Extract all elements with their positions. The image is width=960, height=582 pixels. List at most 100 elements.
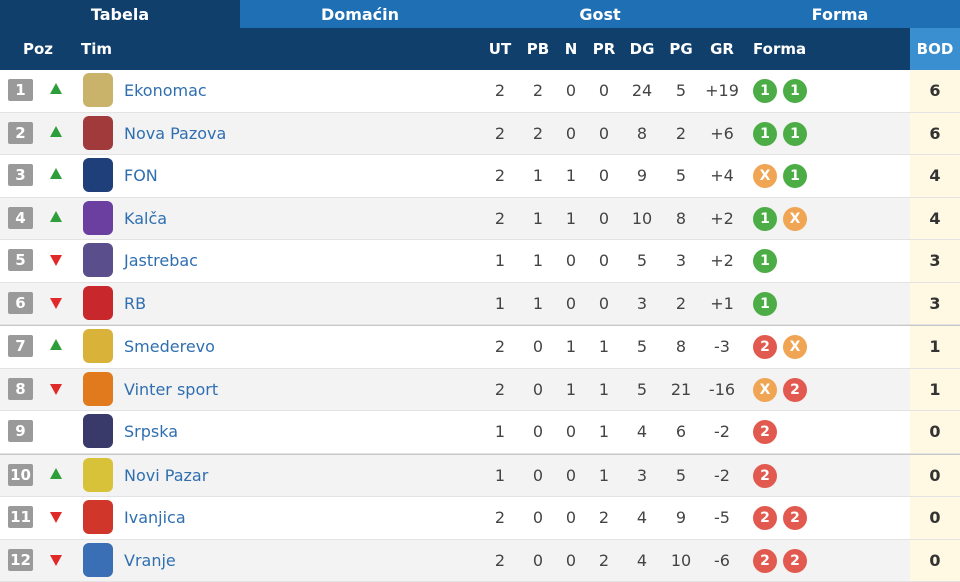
cell-pg: 9 <box>676 497 686 538</box>
form-badge: 2 <box>753 506 777 530</box>
cell-pg: 5 <box>676 455 686 496</box>
cell-dg: 8 <box>637 113 647 154</box>
cell-ut: 2 <box>495 113 505 154</box>
cell-pb: 1 <box>533 240 543 281</box>
cell-pr: 1 <box>599 455 609 496</box>
team-name-link[interactable]: Nova Pazova <box>124 113 226 154</box>
position-badge: 7 <box>8 335 33 357</box>
cell-bod: 4 <box>910 155 960 197</box>
cell-pb: 0 <box>533 497 543 538</box>
cell-gr: +19 <box>705 70 739 111</box>
cell-n: 0 <box>566 411 576 452</box>
cell-gr: -16 <box>709 369 735 410</box>
cell-gr: -2 <box>714 411 730 452</box>
position-badge: 8 <box>8 378 33 400</box>
team-logo-icon <box>83 243 113 277</box>
cell-ut: 2 <box>495 70 505 111</box>
trend-up-icon <box>50 168 62 179</box>
cell-pg: 5 <box>676 155 686 196</box>
cell-n: 1 <box>566 155 576 196</box>
cell-ut: 1 <box>495 455 505 496</box>
cell-gr: -6 <box>714 540 730 581</box>
cell-pb: 1 <box>533 283 543 324</box>
cell-pb: 0 <box>533 326 543 367</box>
cell-pb: 2 <box>533 113 543 154</box>
team-name-link[interactable]: Smederevo <box>124 326 215 367</box>
cell-n: 0 <box>566 70 576 111</box>
cell-dg: 4 <box>637 411 647 452</box>
cell-ut: 1 <box>495 240 505 281</box>
team-logo-icon <box>83 116 113 150</box>
form-badge: X <box>753 378 777 402</box>
table-tabs: Tabela Domaćin Gost Forma <box>0 0 960 28</box>
form-badges: 2 <box>753 420 777 444</box>
cell-n: 0 <box>566 497 576 538</box>
header-poz: Poz <box>23 28 53 70</box>
team-name-link[interactable]: Srpska <box>124 411 178 452</box>
cell-gr: +2 <box>710 198 734 239</box>
position-badge: 6 <box>8 292 33 314</box>
cell-ut: 2 <box>495 497 505 538</box>
team-name-link[interactable]: Novi Pazar <box>124 455 208 496</box>
form-badge: 2 <box>753 420 777 444</box>
team-name-link[interactable]: Kalča <box>124 198 167 239</box>
position-badge: 3 <box>8 164 33 186</box>
team-name-link[interactable]: Ekonomac <box>124 70 207 111</box>
team-name-link[interactable]: Jastrebac <box>124 240 198 281</box>
cell-bod: 0 <box>910 540 960 582</box>
team-name-link[interactable]: Vranje <box>124 540 176 581</box>
cell-bod: 3 <box>910 283 960 325</box>
tab-tabela[interactable]: Tabela <box>0 0 240 28</box>
form-badge: 1 <box>753 79 777 103</box>
cell-pg: 10 <box>671 540 691 581</box>
team-name-link[interactable]: Ivanjica <box>124 497 186 538</box>
team-logo-icon <box>83 73 113 107</box>
tab-gost[interactable]: Gost <box>480 0 720 28</box>
position-badge: 1 <box>8 79 33 101</box>
cell-pr: 0 <box>599 240 609 281</box>
cell-pr: 0 <box>599 70 609 111</box>
cell-pr: 2 <box>599 497 609 538</box>
cell-gr: +1 <box>710 283 734 324</box>
form-badge: 2 <box>753 335 777 359</box>
cell-pr: 1 <box>599 411 609 452</box>
team-name-link[interactable]: FON <box>124 155 158 196</box>
cell-gr: +2 <box>710 240 734 281</box>
cell-gr: -5 <box>714 497 730 538</box>
position-badge: 10 <box>8 464 33 486</box>
team-name-link[interactable]: Vinter sport <box>124 369 218 410</box>
cell-bod: 1 <box>910 326 960 368</box>
cell-n: 0 <box>566 540 576 581</box>
cell-n: 0 <box>566 283 576 324</box>
team-name-link[interactable]: RB <box>124 283 146 324</box>
form-badge: 1 <box>783 122 807 146</box>
tab-domacin[interactable]: Domaćin <box>240 0 480 28</box>
cell-n: 1 <box>566 369 576 410</box>
form-badge: 2 <box>783 378 807 402</box>
cell-pb: 1 <box>533 155 543 196</box>
cell-pg: 3 <box>676 240 686 281</box>
team-logo-icon <box>83 414 113 448</box>
cell-pg: 5 <box>676 70 686 111</box>
tab-forma[interactable]: Forma <box>720 0 960 28</box>
cell-pr: 0 <box>599 113 609 154</box>
trend-up-icon <box>50 211 62 222</box>
trend-down-icon <box>50 555 62 566</box>
